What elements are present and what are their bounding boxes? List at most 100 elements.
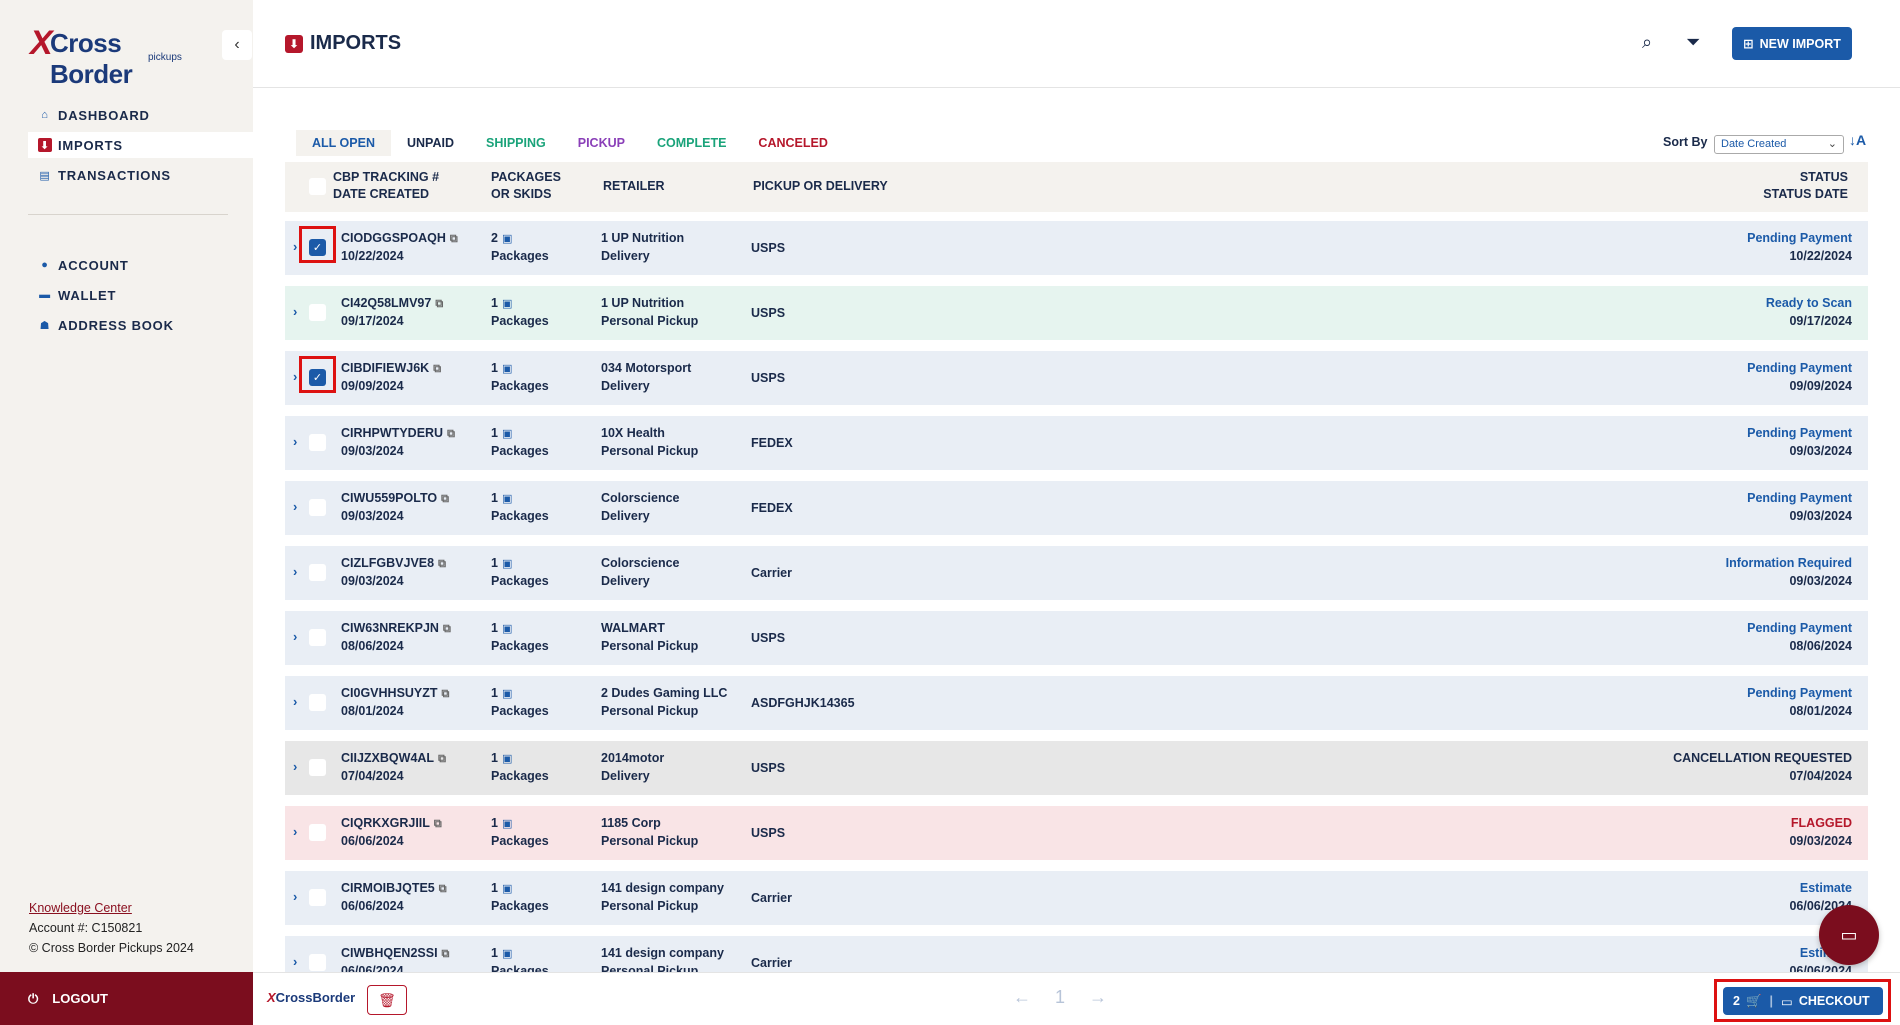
expand-icon[interactable]: ›: [293, 954, 298, 969]
current-page[interactable]: 1: [1055, 987, 1066, 1007]
expand-icon[interactable]: ›: [293, 824, 298, 839]
package-icon: ▣: [501, 558, 513, 570]
expand-icon[interactable]: ›: [293, 694, 298, 709]
status-date: 07/04/2024: [1789, 769, 1852, 783]
expand-icon[interactable]: ›: [293, 629, 298, 644]
expand-icon[interactable]: ›: [293, 889, 298, 904]
date-created: 06/06/2024: [341, 899, 404, 913]
date-created: 07/04/2024: [341, 769, 404, 783]
sidebar-item-wallet[interactable]: ▬ WALLET: [28, 282, 253, 308]
sidebar-item-transactions[interactable]: ▤ TRANSACTIONS: [28, 162, 253, 188]
sort-select[interactable]: Date Created ⌄: [1714, 135, 1844, 154]
new-import-button[interactable]: ⊞ NEW IMPORT: [1732, 27, 1852, 60]
table-row[interactable]: › CIZLFGBVJVE8 ⧉ 09/03/2024 1 ▣ Packages C…: [285, 546, 1868, 600]
copy-icon[interactable]: ⧉: [433, 818, 442, 830]
chat-button[interactable]: ▭: [1819, 905, 1879, 965]
search-icon[interactable]: ⌕: [1642, 32, 1653, 52]
row-checkbox[interactable]: [309, 629, 326, 646]
status-tabs: ALL OPEN UNPAID SHIPPING PICKUP COMPLETE…: [296, 130, 844, 156]
copy-icon[interactable]: ⧉: [441, 688, 450, 700]
logout-button[interactable]: ⏻ LOGOUT: [0, 972, 253, 1025]
tab-all-open[interactable]: ALL OPEN: [296, 130, 391, 156]
status-date: 09/03/2024: [1789, 509, 1852, 523]
status: Estimate: [1799, 881, 1852, 895]
row-checkbox[interactable]: [309, 694, 326, 711]
copy-icon[interactable]: ⧉: [447, 428, 455, 440]
sidebar-item-dashboard[interactable]: ⌂ DASHBOARD: [28, 102, 253, 128]
tab-unpaid[interactable]: UNPAID: [406, 136, 454, 150]
table-row[interactable]: › CIW63NREKPJN ⧉ 08/06/2024 1 ▣ Packages W…: [285, 611, 1868, 665]
table-row[interactable]: › ✓ CIBDIFIEWJ6K ⧉ 09/09/2024 1 ▣ Packages…: [285, 351, 1868, 405]
sidebar-item-label: IMPORTS: [58, 137, 123, 153]
row-checkbox[interactable]: [309, 499, 326, 516]
row-checkbox[interactable]: [309, 304, 326, 321]
tracking-number: CI0GVHHSUYZT: [341, 686, 438, 700]
tab-pickup[interactable]: PICKUP: [577, 136, 625, 150]
package-count: 1: [491, 946, 498, 960]
sort-select-value: Date Created: [1721, 138, 1787, 150]
table-row[interactable]: › CIRHPWTYDERU ⧉ 09/03/2024 1 ▣ Packages 1…: [285, 416, 1868, 470]
row-checkbox[interactable]: [309, 564, 326, 581]
expand-icon[interactable]: ›: [293, 434, 298, 449]
copy-icon[interactable]: ⧉: [442, 623, 451, 635]
filter-icon[interactable]: ⏷: [1686, 32, 1701, 52]
package-count: 1: [491, 881, 498, 895]
expand-icon[interactable]: ›: [293, 239, 298, 254]
trash-icon: 🗑: [378, 991, 396, 1008]
select-all-checkbox[interactable]: [309, 178, 326, 195]
logo[interactable]: X Cross Border pickups: [30, 26, 200, 89]
table-row[interactable]: › CI0GVHHSUYZT ⧉ 08/01/2024 1 ▣ Packages 2…: [285, 676, 1868, 730]
carrier: USPS: [751, 631, 786, 645]
row-checkbox[interactable]: ✓: [309, 239, 326, 256]
next-page-icon[interactable]: →: [1089, 987, 1108, 1007]
copy-icon[interactable]: ⧉: [438, 753, 446, 765]
copy-icon[interactable]: ⧉: [438, 558, 446, 570]
row-checkbox[interactable]: [309, 434, 326, 451]
table-row[interactable]: › CIIJZXBQW4AL ⧉ 07/04/2024 1 ▣ Packages 2…: [285, 741, 1868, 795]
copy-icon[interactable]: ⧉: [441, 493, 449, 505]
main-nav: ⌂ DASHBOARD ⬇ IMPORTS ▤ TRANSACTIONS: [28, 102, 253, 192]
tab-complete[interactable]: COMPLETE: [656, 136, 727, 150]
highlight-frame: [299, 226, 336, 263]
copy-icon[interactable]: ⧉: [449, 233, 458, 245]
retailer: 10X Health: [601, 426, 665, 440]
copy-icon[interactable]: ⧉: [441, 948, 450, 960]
copy-icon[interactable]: ⧉: [435, 298, 444, 310]
expand-icon[interactable]: ›: [293, 759, 298, 774]
knowledge-center-link[interactable]: Knowledge Center: [29, 901, 132, 915]
row-checkbox[interactable]: ✓: [309, 369, 326, 386]
checkout-button[interactable]: 2 🛒 | ▭ CHECKOUT: [1723, 987, 1883, 1015]
table-row[interactable]: › CI42Q58LMV97 ⧉ 09/17/2024 1 ▣ Packages 1…: [285, 286, 1868, 340]
delete-button[interactable]: 🗑: [367, 985, 407, 1015]
carrier: FEDEX: [751, 436, 793, 450]
sidebar-item-address-book[interactable]: ☗ ADDRESS BOOK: [28, 312, 253, 338]
table-row[interactable]: › CIQRKXGRJIIL ⧉ 06/06/2024 1 ▣ Packages 1…: [285, 806, 1868, 860]
copy-icon[interactable]: ⧉: [438, 883, 447, 895]
tracking-number: CIW63NREKPJN: [341, 621, 439, 635]
tracking-number: CIZLFGBVJVE8: [341, 556, 435, 570]
expand-icon[interactable]: ›: [293, 304, 298, 319]
expand-icon[interactable]: ›: [293, 499, 298, 514]
package-icon: ▣: [501, 688, 513, 700]
carrier: USPS: [751, 826, 786, 840]
table-row[interactable]: › CIWU559POLTO ⧉ 09/03/2024 1 ▣ Packages C…: [285, 481, 1868, 535]
copy-icon[interactable]: ⧉: [433, 363, 442, 375]
table-row[interactable]: › CIRMOIBJQTE5 ⧉ 06/06/2024 1 ▣ Packages 1…: [285, 871, 1868, 925]
tab-canceled[interactable]: CANCELED: [758, 136, 828, 150]
table-row[interactable]: › ✓ CIODGGSPOAQH ⧉ 10/22/2024 2 ▣ Packages…: [285, 221, 1868, 275]
carrier: USPS: [751, 371, 786, 385]
row-checkbox[interactable]: [309, 954, 326, 971]
row-checkbox[interactable]: [309, 824, 326, 841]
sidebar-item-account[interactable]: ● ACCOUNT: [28, 252, 253, 278]
carrier: USPS: [751, 241, 786, 255]
row-checkbox[interactable]: [309, 889, 326, 906]
sidebar-item-imports[interactable]: ⬇ IMPORTS: [28, 132, 253, 158]
status-date: 08/01/2024: [1789, 704, 1852, 718]
expand-icon[interactable]: ›: [293, 369, 298, 384]
expand-icon[interactable]: ›: [293, 564, 298, 579]
row-checkbox[interactable]: [309, 759, 326, 776]
collapse-sidebar-button[interactable]: ‹: [222, 30, 252, 60]
previous-page-icon[interactable]: ←: [1013, 987, 1031, 1007]
sort-direction-icon[interactable]: ↓A: [1849, 132, 1867, 148]
tab-shipping[interactable]: SHIPPING: [485, 136, 546, 150]
